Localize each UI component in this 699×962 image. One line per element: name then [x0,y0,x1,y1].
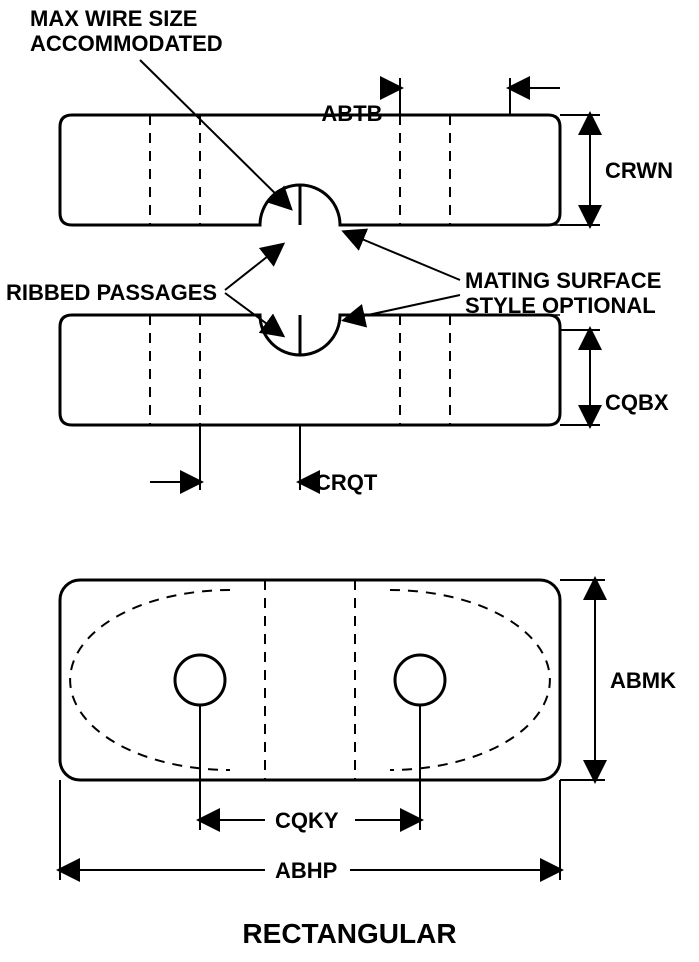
label-max-wire: MAX WIRE SIZE ACCOMMODATED [30,6,223,57]
label-mating: MATING SURFACE STYLE OPTIONAL [465,268,661,319]
label-abtb: ABTB [310,75,383,127]
label-crwn: CRWN [605,158,673,184]
label-abmk: ABMK [610,668,676,694]
label-cqky: CQKY [275,808,339,834]
label-ribbed: RIBBED PASSAGES [6,280,217,306]
label-crqt: CRQT [315,470,377,496]
label-cqbx: CQBX [605,390,669,416]
label-abhp: ABHP [275,858,337,884]
diagram-title: RECTANGULAR [0,918,699,950]
label-abtb-text: ABTB [321,101,382,126]
